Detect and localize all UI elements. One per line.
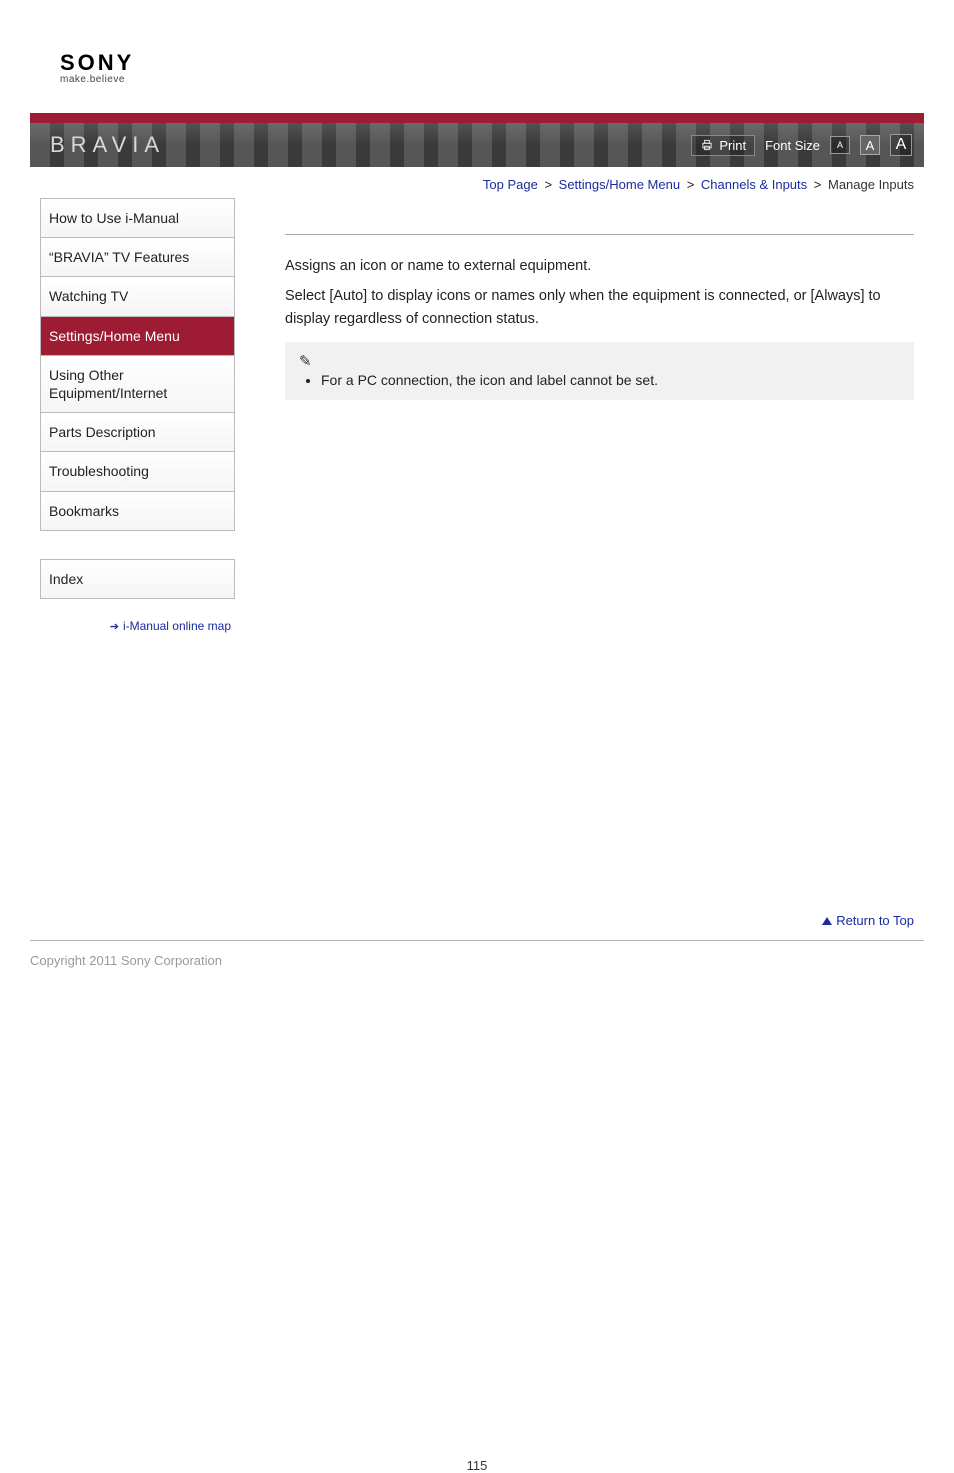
breadcrumb: Top Page > Settings/Home Menu > Channels…	[0, 167, 954, 198]
sidebar-item-watching-tv[interactable]: Watching TV	[41, 277, 234, 316]
printer-icon	[700, 138, 714, 152]
return-to-top-link[interactable]: Return to Top	[836, 913, 914, 928]
font-size-medium-button[interactable]: A	[860, 135, 880, 155]
sidebar-item-parts-description[interactable]: Parts Description	[41, 413, 234, 452]
sidebar: How to Use i-Manual “BRAVIA” TV Features…	[40, 198, 235, 633]
body-paragraph: Select [Auto] to display icons or names …	[285, 285, 914, 330]
note-box: ✎ For a PC connection, the icon and labe…	[285, 342, 914, 400]
body-paragraph: Assigns an icon or name to external equi…	[285, 255, 914, 277]
note-pencil-icon: ✎	[299, 352, 900, 370]
page-number: 115	[0, 1458, 954, 1473]
sony-wordmark: SONY	[60, 50, 954, 76]
print-label: Print	[719, 138, 746, 153]
sony-tagline: make.believe	[60, 74, 954, 85]
accent-bar	[30, 113, 924, 123]
breadcrumb-separator: >	[811, 177, 825, 192]
font-size-small-button[interactable]: A	[830, 136, 850, 154]
font-size-large-button[interactable]: A	[890, 134, 912, 156]
sidebar-item-bravia-features[interactable]: “BRAVIA” TV Features	[41, 238, 234, 277]
imanual-map-link[interactable]: i-Manual online map	[123, 619, 231, 633]
note-bullet: For a PC connection, the icon and label …	[321, 372, 900, 388]
return-top-row: Return to Top	[0, 633, 954, 934]
font-size-label: Font Size	[765, 138, 820, 153]
breadcrumb-current: Manage Inputs	[828, 177, 914, 192]
breadcrumb-link[interactable]: Settings/Home Menu	[559, 177, 680, 192]
sidebar-item-settings-home[interactable]: Settings/Home Menu	[41, 317, 234, 356]
bravia-logo: BRAVIA	[50, 132, 165, 158]
content-rule	[285, 234, 914, 235]
main-content: Assigns an icon or name to external equi…	[285, 198, 914, 633]
breadcrumb-separator: >	[684, 177, 698, 192]
triangle-up-icon	[822, 917, 832, 925]
sidebar-nav: How to Use i-Manual “BRAVIA” TV Features…	[40, 198, 235, 531]
header-logo-block: SONY make.believe	[0, 0, 954, 85]
sidebar-item-bookmarks[interactable]: Bookmarks	[41, 492, 234, 530]
breadcrumb-link[interactable]: Top Page	[483, 177, 538, 192]
breadcrumb-link[interactable]: Channels & Inputs	[701, 177, 807, 192]
copyright-text: Copyright 2011 Sony Corporation	[0, 953, 954, 968]
sidebar-map-link-row: ➔ i-Manual online map	[40, 599, 235, 633]
print-button[interactable]: Print	[691, 135, 755, 156]
sidebar-item-how-to-use[interactable]: How to Use i-Manual	[41, 199, 234, 238]
product-banner: BRAVIA Print Font Size A A A	[30, 123, 924, 167]
sidebar-item-other-equipment[interactable]: Using Other Equipment/Internet	[41, 356, 234, 413]
breadcrumb-separator: >	[541, 177, 555, 192]
arrow-right-icon: ➔	[110, 620, 119, 633]
sidebar-item-index[interactable]: Index	[41, 560, 234, 598]
sidebar-index-box: Index	[40, 559, 235, 599]
footer-rule	[30, 940, 924, 941]
sidebar-item-troubleshooting[interactable]: Troubleshooting	[41, 452, 234, 491]
